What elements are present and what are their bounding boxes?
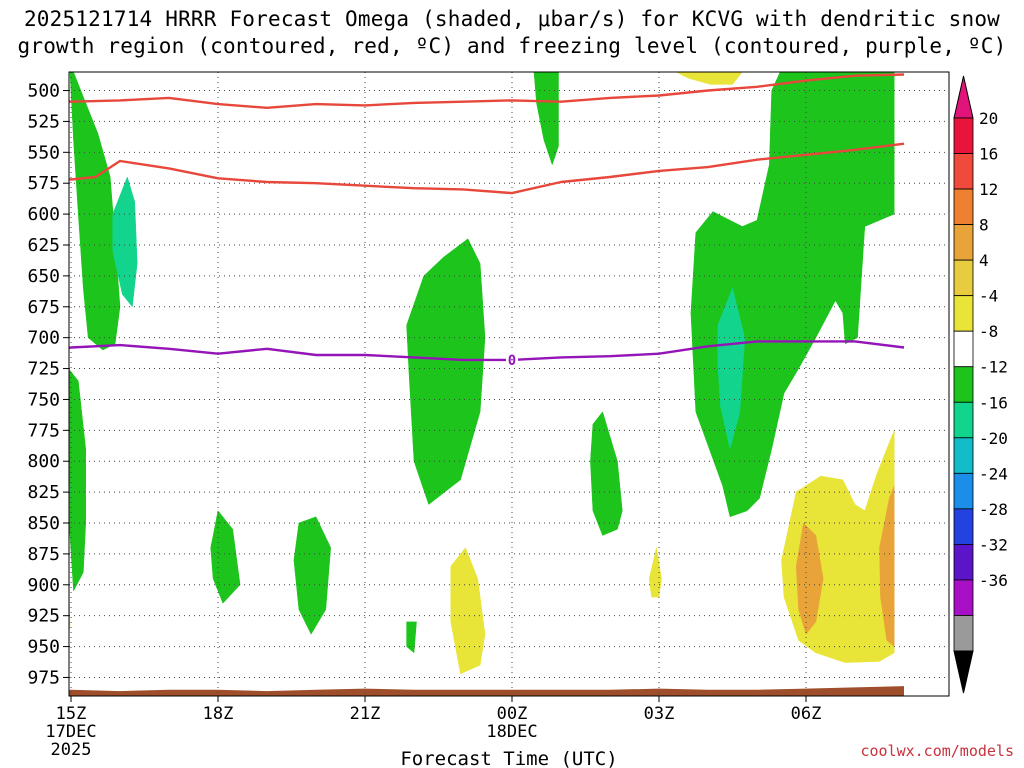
colorbar: 20 16 12 8 4 -4 -8 -12 -16 -20 -24 -28 -32 -36	[953, 75, 1008, 694]
x-tick-label-15Z: 15Z	[56, 704, 87, 724]
omega-shade--4to-8-6	[533, 72, 559, 165]
colorbar-label--28: -28	[979, 500, 1008, 519]
x-tick-date-15Z: 17DEC	[45, 722, 96, 742]
y-tick-label-825: 825	[27, 482, 60, 503]
chart-title-line-2: growth region (contoured, red, ºC) and f…	[17, 34, 1007, 58]
y-tick-label-950: 950	[27, 637, 60, 658]
y-tick-label-900: 900	[27, 575, 60, 596]
y-axis: 500 525 550 575 600 625 650 675 700 725 750 775 800 8…	[27, 81, 69, 688]
colorbar-label--20: -20	[979, 429, 1008, 448]
surface-layer	[69, 686, 904, 696]
colorbar-top-arrow	[953, 75, 974, 119]
x-tick-label-06Z: 06Z	[791, 704, 822, 724]
chart-title-line-1: 2025121714 HRRR Forecast Omega (shaded, …	[23, 7, 1001, 31]
colorbar-label--12: -12	[979, 358, 1008, 377]
y-tick-label-800: 800	[27, 451, 60, 472]
contour-label-freezing-level: 0	[508, 353, 516, 369]
y-tick-label-600: 600	[27, 204, 60, 225]
plot-frame	[68, 71, 950, 697]
contour-freezing-level	[69, 340, 905, 362]
y-tick-label-650: 650	[27, 266, 60, 287]
ground-surface	[69, 686, 904, 696]
y-tick-label-550: 550	[27, 142, 60, 163]
site-credit: coolwx.com/models	[860, 742, 1014, 760]
omega-shade--4to-8-7	[590, 411, 623, 536]
x-tick-date-00Z: 18DEC	[486, 722, 537, 742]
y-tick-label-750: 750	[27, 389, 60, 410]
x-tick-label-18Z: 18Z	[203, 704, 234, 724]
colorbar-label--36: -36	[979, 571, 1008, 590]
colorbar-swatch-6	[953, 330, 974, 368]
omega-shade-4to8-3	[675, 72, 743, 85]
omega-shade-4to8-2	[648, 547, 662, 598]
colorbar-swatch-13	[953, 579, 974, 616]
y-tick-label-575: 575	[27, 173, 60, 194]
colorbar-swatch-7	[953, 366, 974, 403]
colorbar-label--16: -16	[979, 393, 1008, 412]
contour-layer: 0	[69, 73, 905, 369]
x-axis-title: Forecast Time (UTC)	[400, 748, 617, 768]
omega-shade--4to-8-2	[210, 510, 241, 604]
omega-shade--4to-8-5	[406, 238, 486, 505]
omega-shade-4to8-1	[450, 547, 486, 675]
omega-shade--4to-8-3	[293, 516, 331, 635]
x-tick-year-15Z: 2025	[51, 740, 92, 760]
colorbar-swatch-12	[953, 544, 974, 581]
colorbar-label--32: -32	[979, 535, 1008, 554]
colorbar-label--24: -24	[979, 464, 1008, 483]
omega-shade--4to-8-8	[690, 72, 895, 518]
colorbar-label-16: 16	[979, 145, 998, 164]
y-tick-label-975: 975	[27, 667, 60, 688]
colorbar-label-8: 8	[979, 216, 989, 235]
colorbar-swatch-3	[953, 224, 974, 261]
omega-shade-12to16-0	[42, 560, 53, 640]
y-tick-label-525: 525	[27, 111, 60, 132]
omega-shade-4to8-4	[781, 430, 895, 663]
colorbar-label-12: 12	[979, 180, 998, 199]
colorbar-swatch-11	[953, 508, 974, 545]
x-tick-label-03Z: 03Z	[644, 704, 675, 724]
omega-shading-layer	[42, 72, 895, 675]
omega-shade--4to-8-1	[69, 368, 86, 592]
y-tick-label-875: 875	[27, 544, 60, 565]
colorbar-swatch-0	[953, 117, 974, 154]
colorbar-swatch-5	[953, 295, 974, 332]
gridlines	[69, 72, 949, 696]
contour-label-bg	[506, 351, 518, 368]
colorbar-swatch-14	[953, 615, 974, 652]
omega-shade-8to12-1	[795, 522, 824, 635]
omega-shade--8to-12-0	[112, 176, 138, 308]
colorbar-label--4: -4	[979, 287, 998, 306]
y-tick-label-625: 625	[27, 235, 60, 256]
contour-dgz-top	[69, 73, 905, 109]
colorbar-label-20: 20	[979, 109, 998, 128]
y-tick-label-700: 700	[27, 328, 60, 349]
y-tick-label-925: 925	[27, 606, 60, 627]
y-tick-label-675: 675	[27, 297, 60, 318]
y-tick-label-500: 500	[27, 81, 60, 102]
contour-dgz-bottom	[69, 142, 905, 195]
colorbar-swatch-1	[953, 153, 974, 190]
colorbar-label-4: 4	[979, 251, 989, 270]
x-tick-label-00Z: 00Z	[497, 704, 528, 724]
colorbar-swatch-2	[953, 188, 974, 225]
y-tick-label-850: 850	[27, 513, 60, 534]
colorbar-swatch-10	[953, 472, 974, 510]
y-tick-label-725: 725	[27, 359, 60, 380]
colorbar-swatch-8	[953, 401, 974, 439]
y-tick-label-775: 775	[27, 420, 60, 441]
colorbar-label--8: -8	[979, 322, 998, 341]
omega-shade--4to-8-0	[69, 72, 121, 351]
colorbar-swatch-4	[953, 259, 974, 297]
x-tick-label-21Z: 21Z	[350, 704, 381, 724]
omega-shade--4to-8-4	[406, 621, 417, 654]
colorbar-swatch-9	[953, 437, 974, 474]
colorbar-bottom-arrow	[953, 650, 974, 694]
